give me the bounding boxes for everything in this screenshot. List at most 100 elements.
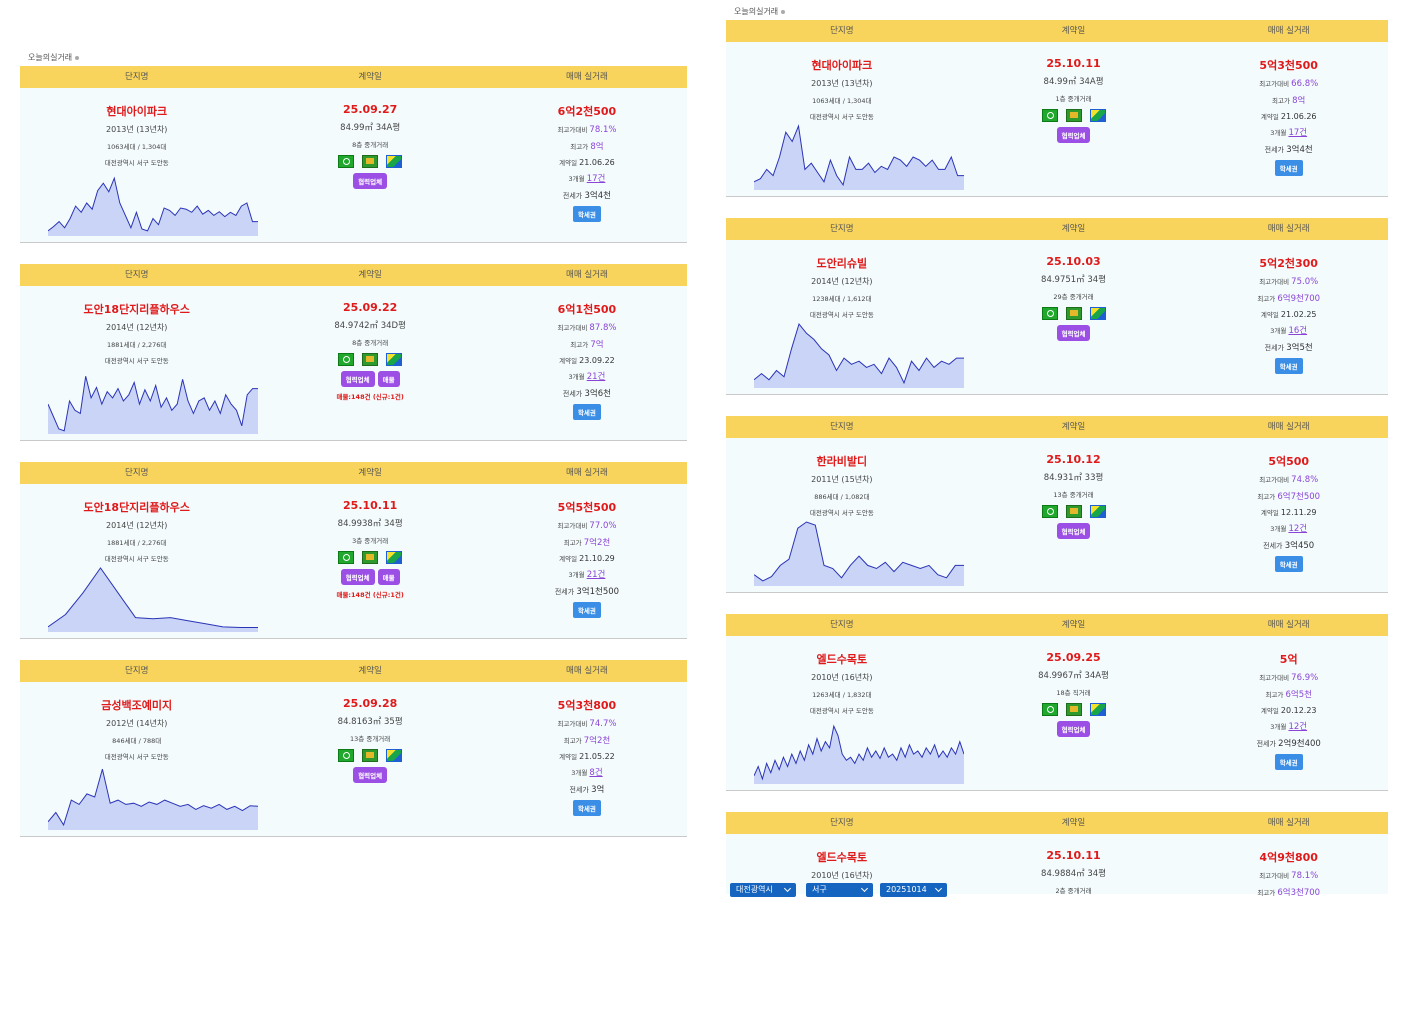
col-date-header: 계약일 [358,72,382,82]
map-icon[interactable] [1065,703,1082,716]
complex-name[interactable]: 도안리슈빌 [816,257,868,270]
high-date-line: 계약일 21.10.29 [559,554,615,563]
recent-count-link[interactable]: 16건 [1288,326,1308,336]
complex-name[interactable]: 엘드수목토 [816,851,868,864]
complex-name[interactable]: 현대아이파크 [106,105,168,118]
recent-count-link[interactable]: 21건 [586,372,606,382]
partner-button[interactable]: 협력업체 [1056,127,1091,143]
school-button[interactable]: 학세권 [1274,754,1303,770]
recent-count-link[interactable]: 21건 [586,570,606,580]
recent-count-link[interactable]: 12건 [1288,722,1308,732]
map-icon[interactable] [362,353,379,366]
recent-line: 3개월 21건 [568,372,606,382]
listing-button[interactable]: 매물 [377,371,400,387]
complex-year: 2014년 (12년차) [106,323,168,332]
high-value: 7억 [590,340,604,350]
ratio-line: 최고가대비 78.1% [1259,871,1319,881]
complex-name[interactable]: 한라비발디 [816,455,868,468]
link-icons [958,307,1190,320]
naver-icon[interactable] [338,155,355,168]
district-select[interactable]: 서구 [806,883,873,897]
complex-year: 2014년 (12년차) [106,521,168,530]
high-date-line: 계약일 21.05.22 [559,752,615,761]
partner-button[interactable]: 협력업체 [1056,523,1091,539]
map-icon[interactable] [1065,109,1082,122]
ratio-line: 최고가대비 77.0% [557,521,617,531]
school-button[interactable]: 학세권 [572,404,601,420]
naver-icon[interactable] [1041,505,1058,518]
col-date-header: 계약일 [358,666,382,676]
partner-button[interactable]: 협력업체 [353,173,388,189]
jeonse-value: 2억9천400 [1278,739,1321,749]
naver-icon[interactable] [1041,703,1058,716]
date-select[interactable]: 20251014 [880,883,947,897]
card-header: 단지명 계약일 매매 실거래 [726,614,1388,636]
trade-card: 단지명 계약일 매매 실거래 도안18단지리플하우스 2014년 (12년차) … [20,264,687,462]
recent-count-link[interactable]: 17건 [586,174,606,184]
recent-count-link[interactable]: 8건 [589,768,603,778]
partner-button[interactable]: 협력업체 [1056,325,1091,341]
kakao-icon[interactable] [386,155,403,168]
naver-icon[interactable] [1041,307,1058,320]
kakao-icon[interactable] [386,551,403,564]
naver-icon[interactable] [338,749,355,762]
naver-icon[interactable] [1041,109,1058,122]
partner-button[interactable]: 협력업체 [340,371,375,387]
sparkline-line [48,567,258,628]
complex-year: 2010년 (16년차) [811,673,873,682]
school-button[interactable]: 학세권 [1274,358,1303,374]
school-button[interactable]: 학세권 [572,206,601,222]
card-header: 단지명 계약일 매매 실거래 [726,812,1388,834]
listing-count: 매물:148건 (신규:1건) [336,591,404,599]
sparkline-line [754,724,964,781]
school-button[interactable]: 학세권 [1274,160,1303,176]
school-button[interactable]: 학세권 [1274,556,1303,572]
jeonse-value: 3억5천 [1286,343,1313,353]
complex-name[interactable]: 엘드수목토 [816,653,868,666]
card-body: 현대아이파크 2013년 (13년차) 1063세대 / 1,304대 대전광역… [20,88,687,243]
recent-count-link[interactable]: 17건 [1288,128,1308,138]
complex-units: 1063세대 / 1,304대 [812,97,872,105]
kakao-icon[interactable] [386,353,403,366]
kakao-icon[interactable] [386,749,403,762]
school-button[interactable]: 학세권 [572,800,601,816]
info-icon[interactable] [75,55,80,60]
naver-icon[interactable] [338,551,355,564]
complex-units: 1881세대 / 2,276대 [107,341,167,349]
col-price-header: 매매 실거래 [1267,620,1310,630]
complex-name[interactable]: 금성백조예미지 [101,699,173,712]
partner-button[interactable]: 협력업체 [353,767,388,783]
kakao-icon[interactable] [1089,703,1106,716]
map-icon[interactable] [1065,505,1082,518]
kakao-icon[interactable] [1089,307,1106,320]
recent-count-link[interactable]: 12건 [1288,524,1308,534]
map-icon[interactable] [362,551,379,564]
kakao-icon[interactable] [1089,505,1106,518]
trade-price: 5억 [1279,653,1298,666]
contract-area: 84.9751㎡ 34평 [1041,275,1107,285]
partner-button[interactable]: 협력업체 [340,569,375,585]
col-price-header: 매매 실거래 [1267,422,1310,432]
map-icon[interactable] [1065,307,1082,320]
partner-button[interactable]: 협력업체 [1056,721,1091,737]
complex-year: 2014년 (12년차) [811,277,873,286]
listing-button[interactable]: 매물 [377,569,400,585]
region-select[interactable]: 대전광역시 [730,883,796,897]
school-button[interactable]: 학세권 [572,602,601,618]
naver-icon[interactable] [338,353,355,366]
complex-name[interactable]: 도안18단지리플하우스 [83,501,190,514]
col-name-header: 단지명 [124,72,149,82]
map-icon[interactable] [362,155,379,168]
trade-card: 단지명 계약일 매매 실거래 현대아이파크 2013년 (13년차) 1063세… [726,20,1388,218]
complex-name[interactable]: 도안18단지리플하우스 [83,303,190,316]
complex-name[interactable]: 현대아이파크 [811,59,873,72]
bottom-filter-bar: 대전광역시 서구 20251014 [726,878,1388,900]
kakao-icon[interactable] [1089,109,1106,122]
info-icon[interactable] [781,9,786,14]
contract-type: 13층 중개거래 [1053,491,1094,499]
jeonse-line: 전세가 3억 [569,785,605,795]
map-icon[interactable] [362,749,379,762]
high-date-line: 계약일 21.06.26 [1260,112,1317,121]
contract-info: 25.10.11 84.99㎡ 34A평 1층 중개거래 협력업체 [958,42,1190,196]
price-info: 5억2천300 최고가대비 75.0% 최고가 6억9천700 계약일 21.0… [1189,240,1388,394]
